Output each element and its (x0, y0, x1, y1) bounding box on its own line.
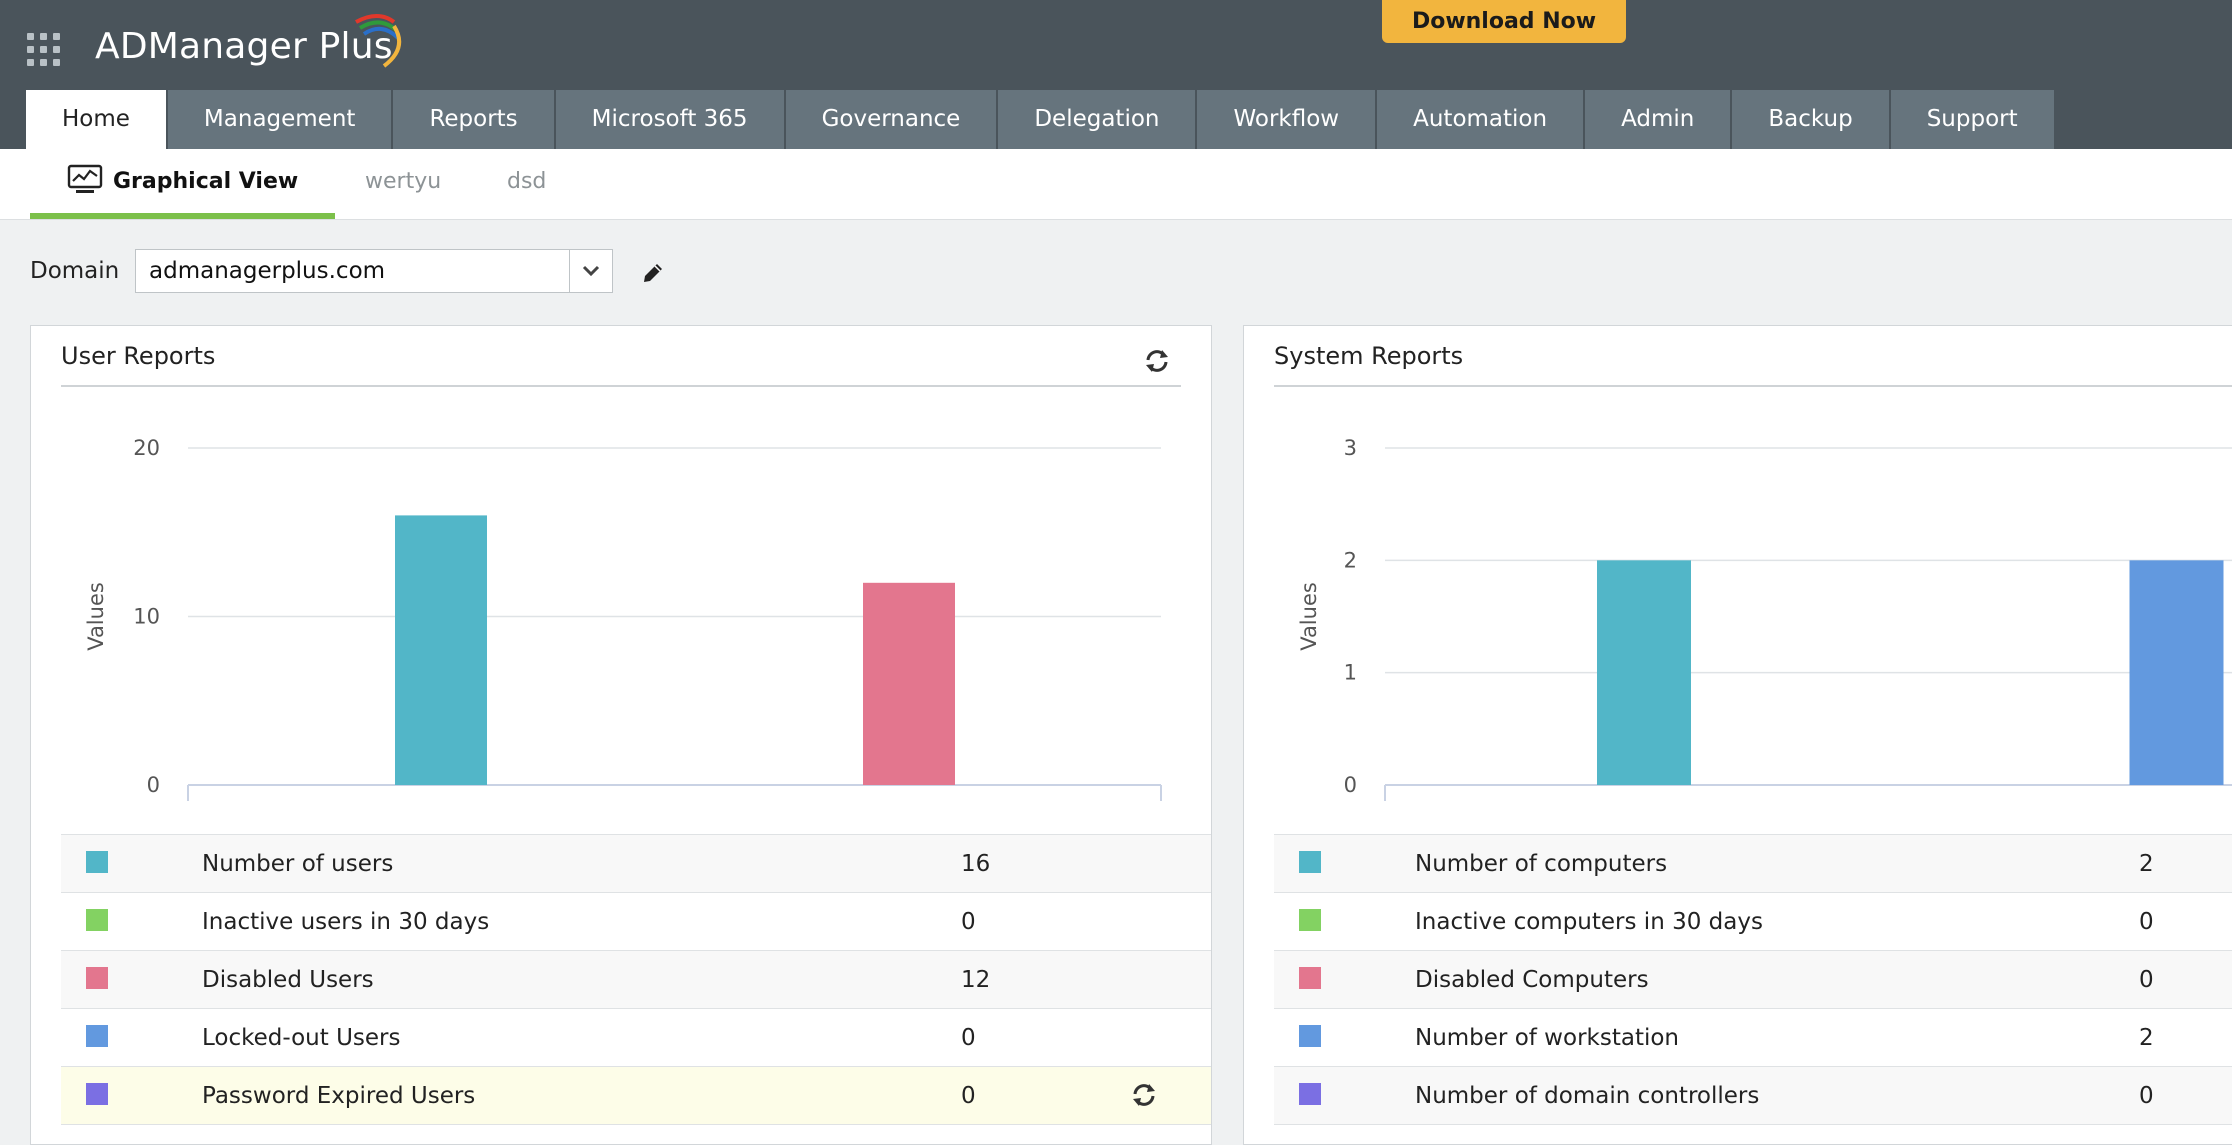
refresh-icon[interactable] (1131, 1082, 1157, 1108)
y-tick-label: 1 (1344, 661, 1357, 685)
y-tick-label: 3 (1344, 436, 1357, 460)
legend-label[interactable]: Number of computers (1415, 851, 1668, 877)
legend-row[interactable]: Locked-out Users 0 (61, 1009, 1211, 1067)
legend-value[interactable]: 2 (2139, 1025, 2154, 1051)
legend-value[interactable]: 0 (961, 1025, 976, 1051)
legend-label[interactable]: Password Expired Users (202, 1083, 476, 1109)
y-tick-label: 10 (133, 605, 160, 629)
tab-admin[interactable]: Admin (1585, 90, 1731, 149)
user-reports-panel: User Reports 0 10 20 Values Number of users… (30, 325, 1212, 1145)
legend-value[interactable]: 0 (2139, 967, 2154, 993)
domain-label: Domain (30, 258, 120, 284)
tab-backup[interactable]: Backup (1732, 90, 1889, 149)
top-header: ADManager Plus Download Now Home Manageme… (0, 0, 2232, 149)
tab-management[interactable]: Management (167, 90, 392, 149)
subtab-label: Graphical View (113, 169, 299, 194)
download-now-button[interactable]: Download Now (1382, 0, 1626, 43)
legend-label[interactable]: Inactive users in 30 days (202, 909, 490, 935)
legend-label[interactable]: Disabled Computers (1415, 967, 1649, 993)
legend-row[interactable]: Disabled Computers 0 (1274, 951, 2232, 1009)
y-tick-label: 0 (147, 773, 160, 797)
legend-swatch (86, 1083, 108, 1105)
legend-swatch (1299, 851, 1321, 873)
y-axis-label: Values (1297, 582, 1321, 651)
legend-value[interactable]: 0 (2139, 909, 2154, 935)
refresh-icon[interactable] (1144, 348, 1170, 374)
y-axis-label: Values (84, 582, 108, 651)
legend-value[interactable]: 16 (961, 851, 991, 877)
legend-row[interactable]: Number of users 16 (61, 835, 1211, 893)
legend-swatch (86, 967, 108, 989)
line-chart-icon (67, 164, 103, 193)
legend-row[interactable]: Disabled Users 12 (61, 951, 1211, 1009)
main-nav: Home Management Reports Microsoft 365 Govern… (26, 90, 2056, 149)
panel-title: User Reports (61, 342, 216, 370)
legend-row[interactable]: Inactive users in 30 days 0 (61, 893, 1211, 951)
bar-number-of-users[interactable] (395, 515, 487, 785)
panel-title: System Reports (1274, 342, 1464, 370)
chevron-down-icon[interactable] (569, 250, 612, 292)
legend-label[interactable]: Number of workstation (1415, 1025, 1679, 1051)
y-tick-label: 2 (1344, 548, 1357, 572)
legend-label[interactable]: Inactive computers in 30 days (1415, 909, 1763, 935)
subtab-graphical-view[interactable]: Graphical View (30, 149, 335, 219)
tab-governance[interactable]: Governance (785, 90, 997, 149)
brand-swoosh-icon (355, 14, 402, 68)
brand-suffix: Plus (318, 26, 393, 67)
domain-value: admanagerplus.com (149, 258, 386, 284)
system-reports-panel: System Reports 0 1 2 3 Values Number of comp… (1243, 325, 2232, 1145)
system-reports-legend: Number of computers 2 Inactive computers i… (1274, 834, 2232, 1125)
legend-swatch (1299, 909, 1321, 931)
bar-disabled-users[interactable] (863, 582, 955, 785)
legend-swatch (1299, 1083, 1321, 1105)
legend-label[interactable]: Disabled Users (202, 967, 374, 993)
legend-value[interactable]: 12 (961, 967, 991, 993)
domain-select[interactable]: admanagerplus.com (135, 249, 613, 293)
user-reports-legend: Number of users 16 Inactive users in 30 da… (61, 834, 1211, 1125)
legend-swatch (86, 909, 108, 931)
panel-divider (61, 385, 1181, 387)
app-launcher-icon[interactable] (27, 33, 67, 73)
tab-reports[interactable]: Reports (393, 90, 554, 149)
user-reports-chart: 0 10 20 Values (84, 436, 1162, 801)
legend-value[interactable]: 0 (2139, 1083, 2154, 1109)
legend-value[interactable]: 2 (2139, 851, 2154, 877)
legend-swatch (86, 1025, 108, 1047)
subtab-dsd[interactable]: dsd (507, 169, 547, 194)
pencil-edit-icon[interactable] (640, 260, 666, 286)
legend-row[interactable]: Number of domain controllers 0 (1274, 1067, 2232, 1125)
legend-swatch (1299, 1025, 1321, 1047)
y-tick-label: 20 (133, 436, 160, 460)
tab-support[interactable]: Support (1890, 90, 2054, 149)
legend-swatch (86, 851, 108, 873)
legend-label[interactable]: Number of domain controllers (1415, 1083, 1760, 1109)
legend-row[interactable]: Number of computers 2 (1274, 835, 2232, 893)
tab-automation[interactable]: Automation (1377, 90, 1584, 149)
brand-name: ADManager (95, 26, 307, 67)
tab-workflow[interactable]: Workflow (1197, 90, 1376, 149)
legend-value[interactable]: 0 (961, 1083, 976, 1109)
legend-label[interactable]: Number of users (202, 851, 394, 877)
sub-tab-bar: Graphical View wertyu dsd (0, 149, 2232, 220)
legend-row[interactable]: Inactive computers in 30 days 0 (1274, 893, 2232, 951)
bar-number-of-workstation[interactable] (2129, 560, 2224, 785)
tab-delegation[interactable]: Delegation (998, 90, 1196, 149)
tab-home[interactable]: Home (26, 90, 166, 149)
legend-value[interactable]: 0 (961, 909, 976, 935)
system-reports-chart: 0 1 2 3 Values (1297, 436, 2232, 801)
subtab-wertyu[interactable]: wertyu (365, 169, 442, 194)
brand-logo[interactable]: ADManager Plus (95, 26, 393, 76)
legend-row[interactable]: Number of workstation 2 (1274, 1009, 2232, 1067)
bar-number-of-computers[interactable] (1597, 560, 1691, 785)
panel-divider (1274, 385, 2232, 387)
legend-row[interactable]: Password Expired Users 0 (61, 1067, 1211, 1125)
y-tick-label: 0 (1344, 773, 1357, 797)
legend-label[interactable]: Locked-out Users (202, 1025, 401, 1051)
legend-swatch (1299, 967, 1321, 989)
tab-microsoft-365[interactable]: Microsoft 365 (555, 90, 784, 149)
